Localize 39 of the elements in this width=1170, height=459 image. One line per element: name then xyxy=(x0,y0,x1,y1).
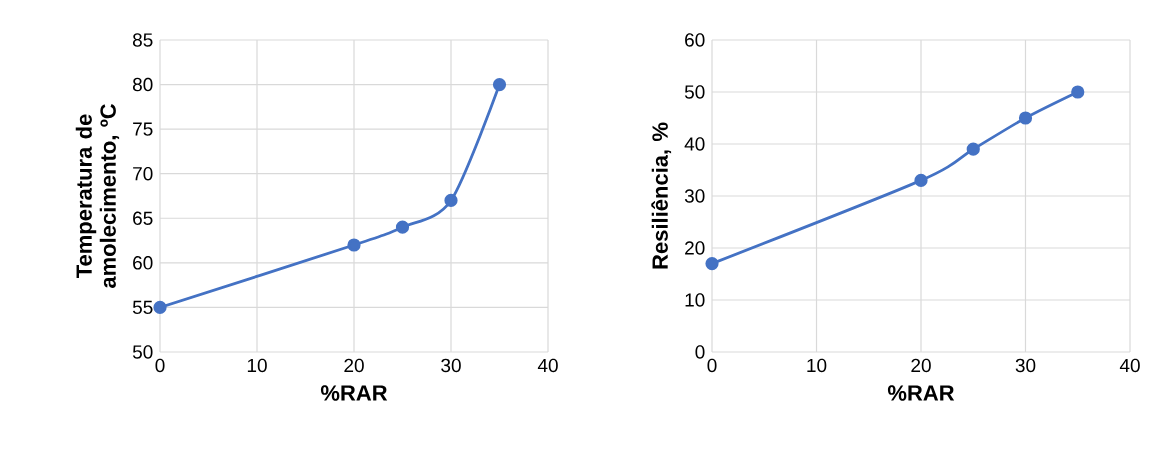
y-axis-title: Resiliência, % xyxy=(651,122,672,269)
y-tick-label: 30 xyxy=(684,189,705,203)
point xyxy=(444,193,458,208)
y-tick-label: 50 xyxy=(132,345,153,359)
x-tick-label: 40 xyxy=(1119,358,1140,373)
point xyxy=(395,220,410,234)
y-tick-label: 75 xyxy=(133,122,153,136)
y-tick-label: 60 xyxy=(133,256,153,270)
point xyxy=(153,300,167,315)
x-tick-label: 30 xyxy=(1015,358,1036,373)
y-tick-label: 85 xyxy=(132,33,153,47)
x-tick-label: 20 xyxy=(911,358,931,373)
x-tick-label: 40 xyxy=(537,358,558,373)
point xyxy=(705,256,719,271)
y-tick-label: 20 xyxy=(685,241,705,255)
x-tick-label: 10 xyxy=(247,358,267,373)
y-tick-label: 70 xyxy=(133,166,153,181)
y-tick-label: 50 xyxy=(684,85,705,99)
y-axis-title: Temperatura de amolecimento, ºC xyxy=(75,103,120,288)
y-tick-label: 65 xyxy=(133,211,153,225)
point xyxy=(347,238,361,252)
y-tick-label: 60 xyxy=(685,33,705,47)
x-axis-title: %RAR xyxy=(887,385,955,401)
y-tick-label: 40 xyxy=(684,137,705,151)
x-axis-title: %RAR xyxy=(320,385,388,401)
point xyxy=(1018,111,1033,125)
y-tick-label: 10 xyxy=(685,293,705,307)
x-tick-label: 0 xyxy=(155,358,165,373)
point xyxy=(492,77,507,92)
point xyxy=(914,173,928,187)
x-tick-label: 30 xyxy=(441,358,461,373)
point xyxy=(1071,85,1085,99)
y-tick-label: 55 xyxy=(132,300,153,315)
point xyxy=(966,142,980,156)
y-tick-label: 80 xyxy=(132,77,153,92)
x-tick-label: 20 xyxy=(344,358,364,373)
x-tick-label: 0 xyxy=(707,358,717,373)
x-tick-label: 10 xyxy=(807,358,827,373)
y-tick-label: 0 xyxy=(695,345,705,359)
